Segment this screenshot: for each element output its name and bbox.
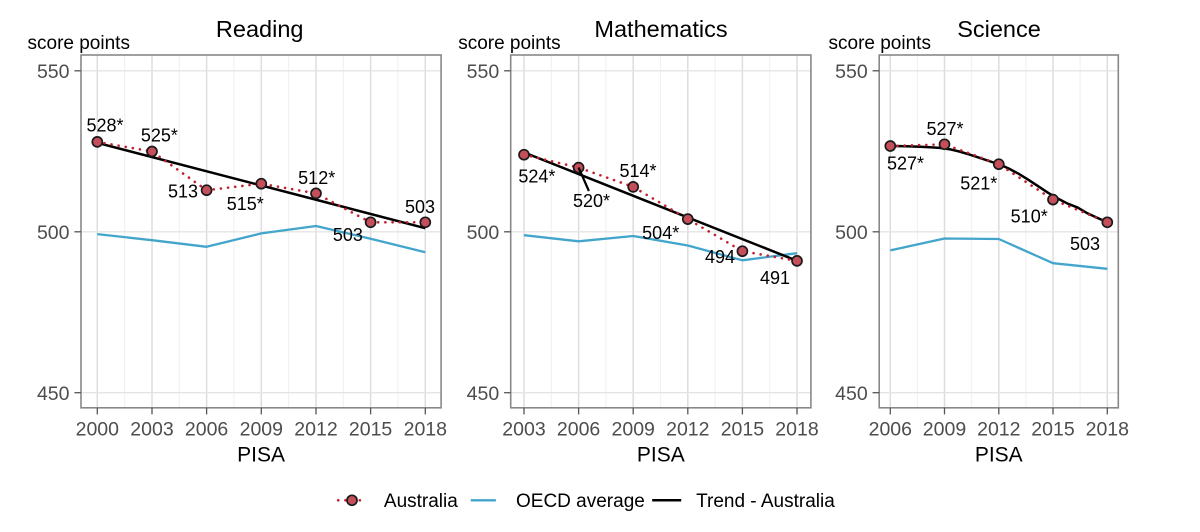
svg-text:514*: 514*	[619, 161, 656, 181]
svg-text:OECD average: OECD average	[516, 491, 645, 512]
svg-text:527*: 527*	[926, 119, 963, 139]
svg-text:500: 500	[835, 222, 868, 244]
svg-text:503: 503	[405, 197, 435, 217]
svg-text:2012: 2012	[294, 419, 337, 441]
svg-text:528*: 528*	[86, 115, 123, 135]
svg-text:550: 550	[37, 61, 70, 83]
svg-text:Reading: Reading	[216, 16, 304, 42]
svg-text:527*: 527*	[887, 154, 924, 174]
svg-text:450: 450	[37, 383, 70, 405]
svg-text:2003: 2003	[130, 419, 173, 441]
svg-text:Trend - Australia: Trend - Australia	[696, 491, 835, 512]
svg-text:2012: 2012	[977, 419, 1020, 441]
svg-text:550: 550	[835, 61, 868, 83]
svg-text:510*: 510*	[1011, 206, 1048, 226]
svg-text:503: 503	[1070, 234, 1100, 254]
svg-text:512*: 512*	[298, 168, 335, 188]
svg-text:score points: score points	[28, 33, 130, 54]
svg-text:2018: 2018	[775, 419, 818, 441]
svg-text:450: 450	[467, 383, 500, 405]
svg-text:score points: score points	[829, 33, 931, 54]
svg-text:520*: 520*	[573, 191, 610, 211]
svg-text:2000: 2000	[76, 419, 120, 441]
svg-text:2015: 2015	[1031, 419, 1075, 441]
svg-text:515*: 515*	[227, 194, 264, 214]
svg-text:524*: 524*	[518, 166, 555, 186]
svg-text:450: 450	[835, 383, 868, 405]
svg-text:525*: 525*	[141, 125, 178, 145]
svg-text:Australia: Australia	[384, 491, 458, 512]
svg-text:2018: 2018	[1086, 419, 1129, 441]
svg-text:500: 500	[37, 222, 70, 244]
svg-text:PISA: PISA	[637, 444, 685, 467]
svg-text:2015: 2015	[349, 419, 393, 441]
svg-text:2009: 2009	[240, 419, 283, 441]
svg-text:Mathematics: Mathematics	[594, 16, 727, 42]
svg-text:2006: 2006	[185, 419, 228, 441]
svg-text:PISA: PISA	[975, 444, 1023, 467]
svg-text:503: 503	[333, 225, 363, 245]
svg-text:521*: 521*	[960, 174, 997, 194]
svg-text:2015: 2015	[721, 419, 765, 441]
svg-text:2009: 2009	[612, 419, 655, 441]
svg-text:2003: 2003	[502, 419, 545, 441]
svg-text:PISA: PISA	[237, 444, 285, 467]
svg-text:2006: 2006	[869, 419, 912, 441]
svg-text:513: 513	[168, 182, 198, 202]
svg-text:2009: 2009	[923, 419, 966, 441]
svg-text:494: 494	[705, 247, 735, 267]
svg-text:2012: 2012	[666, 419, 709, 441]
svg-text:2006: 2006	[557, 419, 600, 441]
svg-text:Science: Science	[957, 16, 1041, 42]
svg-text:504*: 504*	[642, 223, 679, 243]
svg-text:500: 500	[467, 222, 500, 244]
svg-text:491: 491	[760, 268, 790, 288]
svg-text:score points: score points	[458, 33, 560, 54]
svg-text:2018: 2018	[404, 419, 447, 441]
svg-text:550: 550	[467, 61, 500, 83]
